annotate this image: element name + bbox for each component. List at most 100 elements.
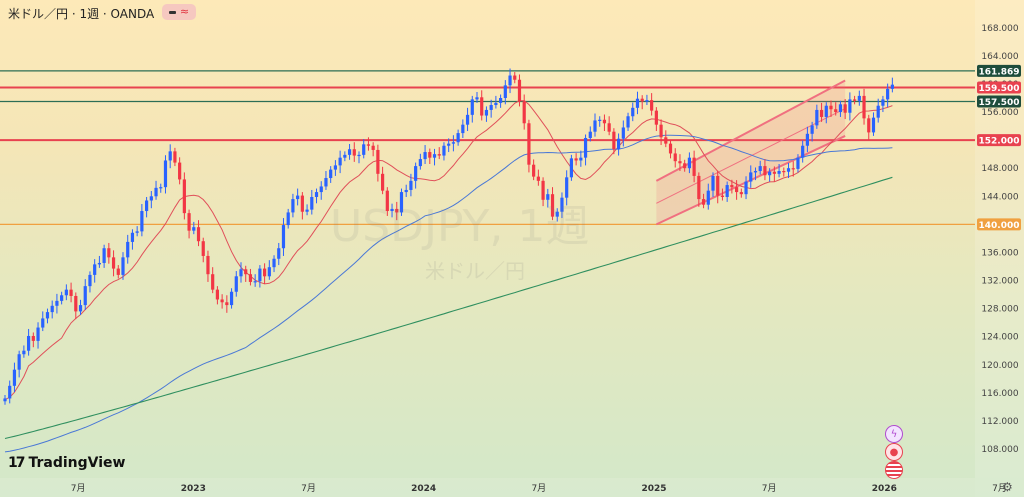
candle-body bbox=[654, 110, 658, 125]
candle-body bbox=[843, 104, 847, 113]
candle-body bbox=[347, 149, 352, 155]
candle-body bbox=[149, 196, 153, 201]
candle-body bbox=[701, 199, 706, 205]
price-tag bbox=[977, 134, 1021, 147]
x-tick-label: 7月 bbox=[762, 483, 777, 494]
candle-body bbox=[173, 151, 177, 163]
candle-body bbox=[31, 335, 35, 341]
us-flag-icon[interactable] bbox=[885, 461, 903, 479]
candle-body bbox=[12, 369, 17, 386]
candle-body bbox=[838, 104, 843, 113]
candle-body bbox=[239, 269, 243, 277]
candle-body bbox=[881, 99, 885, 106]
candle-body bbox=[385, 190, 389, 212]
candle-body bbox=[258, 268, 262, 282]
candle-body bbox=[640, 98, 644, 102]
candle-body bbox=[786, 168, 791, 172]
candle-body bbox=[513, 75, 517, 80]
candle-body bbox=[664, 137, 668, 144]
candle-body bbox=[244, 269, 248, 275]
candle-body bbox=[782, 171, 786, 173]
candle-body bbox=[560, 197, 564, 212]
candle-body bbox=[484, 109, 489, 116]
record-icon[interactable]: ● bbox=[885, 443, 903, 461]
candle-body bbox=[428, 152, 432, 158]
candle-body bbox=[749, 172, 753, 182]
candle-body bbox=[555, 211, 559, 217]
logo-mark: 17 bbox=[8, 455, 26, 471]
candle-body bbox=[69, 289, 73, 296]
candle-body bbox=[631, 107, 635, 117]
candle-body bbox=[329, 169, 333, 179]
candle-body bbox=[499, 98, 503, 103]
candle-body bbox=[451, 142, 455, 144]
candle-body bbox=[352, 149, 356, 156]
candle-body bbox=[579, 157, 583, 161]
y-tick-label: 136.000 bbox=[981, 248, 1018, 258]
candle-body bbox=[27, 335, 31, 351]
candle-body bbox=[220, 299, 224, 303]
candle-body bbox=[88, 274, 92, 287]
candle-body bbox=[362, 144, 366, 155]
candle-body bbox=[291, 199, 295, 213]
candle-body bbox=[154, 187, 158, 197]
candle-body bbox=[711, 175, 715, 191]
flash-icon[interactable]: ϟ bbox=[885, 425, 903, 443]
y-tick-label: 156.000 bbox=[981, 108, 1018, 118]
candle-body bbox=[725, 185, 729, 197]
dash-icon bbox=[168, 10, 176, 14]
candle-body bbox=[853, 99, 857, 101]
candle-body bbox=[187, 213, 191, 231]
candle-body bbox=[366, 144, 371, 146]
candle-body bbox=[192, 227, 196, 231]
wave-icon: ≈ bbox=[179, 5, 190, 18]
candle-body bbox=[621, 127, 625, 139]
candle-body bbox=[687, 157, 691, 169]
candle-body bbox=[829, 105, 833, 110]
candle-body bbox=[574, 158, 578, 161]
candle-body bbox=[286, 212, 290, 226]
candle-body bbox=[277, 248, 281, 259]
gear-icon[interactable]: ⚙ bbox=[1002, 480, 1013, 494]
candle-body bbox=[178, 162, 182, 180]
candle-body bbox=[791, 168, 795, 170]
candle-body bbox=[522, 101, 526, 124]
candle-body bbox=[517, 79, 522, 102]
candle-body bbox=[418, 159, 422, 167]
candle-body bbox=[404, 189, 408, 193]
price-tag-label: 152.000 bbox=[979, 137, 1020, 147]
symbol-title[interactable]: 米ドル／円 · 1週 · OANDA bbox=[8, 7, 155, 21]
x-tick-label: 2026 bbox=[872, 484, 897, 494]
candle-body bbox=[720, 195, 725, 197]
candle-body bbox=[706, 190, 710, 205]
candle-body bbox=[78, 305, 83, 312]
candle-body bbox=[145, 200, 149, 212]
x-tick-label: 7月 bbox=[531, 483, 546, 494]
candle-body bbox=[390, 208, 394, 212]
price-tag-label: 140.000 bbox=[979, 221, 1020, 231]
candle-body bbox=[503, 85, 507, 98]
y-tick-label: 168.000 bbox=[981, 24, 1018, 34]
candle-body bbox=[489, 105, 493, 110]
x-tick-label: 2024 bbox=[411, 484, 436, 494]
candle-body bbox=[796, 157, 800, 169]
candle-body bbox=[121, 257, 125, 275]
ma-52-line bbox=[4, 134, 893, 453]
candle-body bbox=[550, 194, 555, 217]
y-tick-label: 164.000 bbox=[981, 52, 1018, 62]
candle-body bbox=[45, 312, 50, 319]
candle-body bbox=[423, 152, 427, 160]
tradingview-logo[interactable]: 17 TradingView bbox=[8, 455, 125, 471]
candle-body bbox=[310, 196, 314, 210]
candle-body bbox=[735, 187, 739, 193]
candle-body bbox=[819, 109, 824, 117]
logo-text: TradingView bbox=[28, 455, 126, 471]
indicator-toggle[interactable]: ≈ bbox=[162, 4, 196, 20]
candle-body bbox=[602, 119, 607, 124]
candle-body bbox=[324, 178, 328, 187]
candle-body bbox=[650, 100, 654, 111]
candle-body bbox=[296, 195, 300, 200]
candle-body bbox=[432, 154, 437, 158]
candle-body bbox=[201, 241, 205, 256]
